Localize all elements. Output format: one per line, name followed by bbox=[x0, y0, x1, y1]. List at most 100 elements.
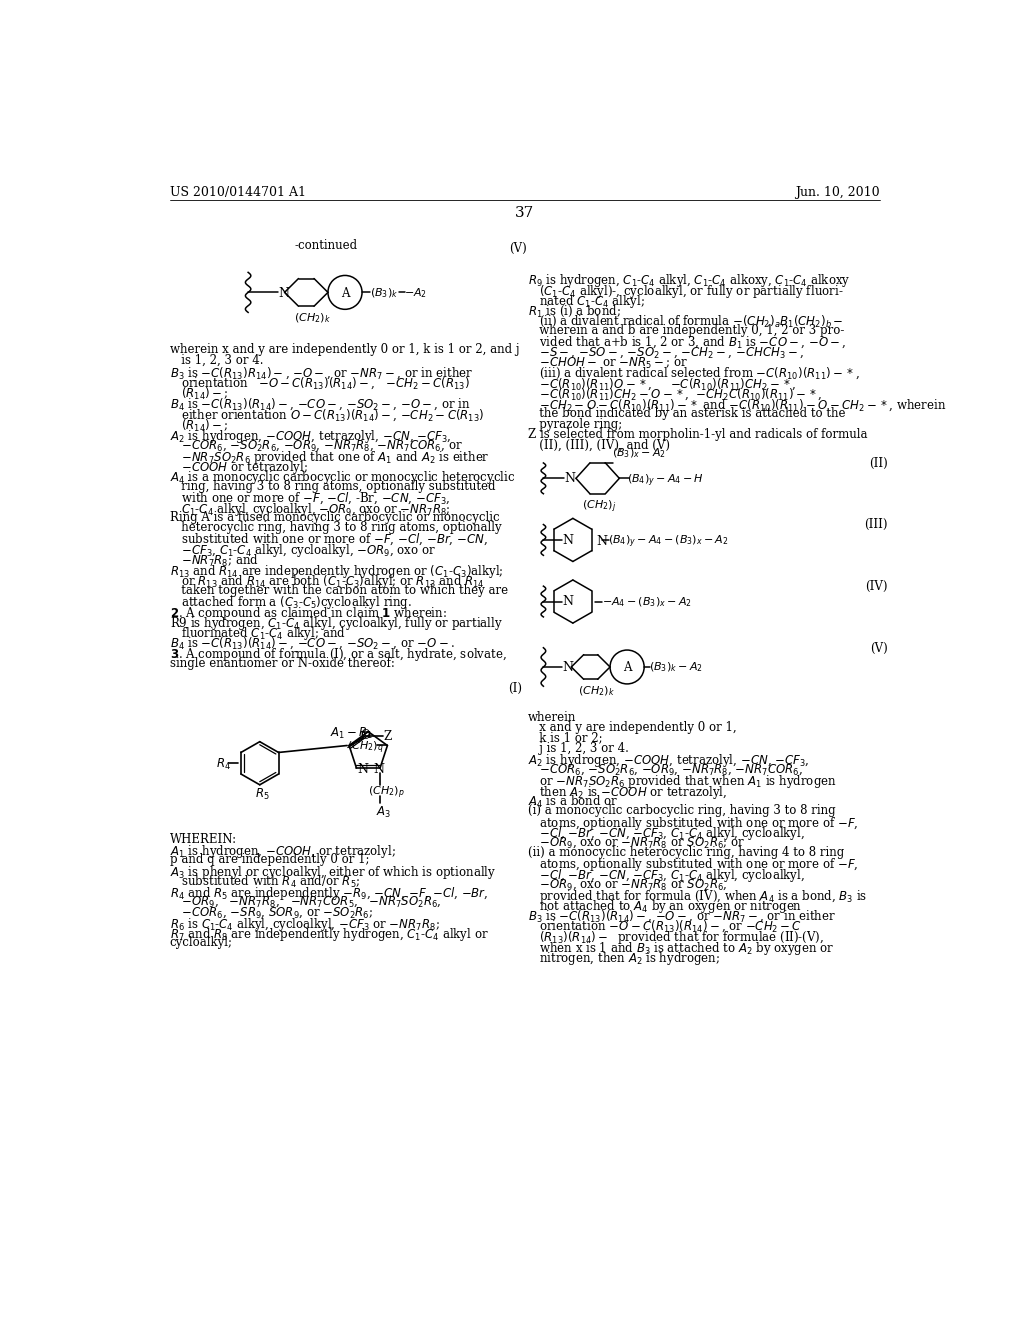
Text: WHEREIN:: WHEREIN: bbox=[170, 833, 237, 846]
Text: $-Cl$, $-Br$, $-CN$, $-CF_3$, $C_1$-$C_4$ alkyl, cycloalkyl,: $-Cl$, $-Br$, $-CN$, $-CF_3$, $C_1$-$C_4… bbox=[528, 825, 805, 842]
Text: fluorinated $C_1$-$C_4$ alkyl; and: fluorinated $C_1$-$C_4$ alkyl; and bbox=[170, 626, 346, 643]
Text: Z is selected from morpholin-1-yl and radicals of formula: Z is selected from morpholin-1-yl and ra… bbox=[528, 428, 867, 441]
Text: wherein x and y are independently 0 or 1, k is 1 or 2, and j: wherein x and y are independently 0 or 1… bbox=[170, 343, 519, 356]
Text: (ii) a monocyclic heterocyclic ring, having 4 to 8 ring: (ii) a monocyclic heterocyclic ring, hav… bbox=[528, 846, 844, 859]
Text: A: A bbox=[624, 661, 632, 673]
Text: either orientation $O-C(R_{13})(R_{14})-$, $-CH_2-C(R_{13})$: either orientation $O-C(R_{13})(R_{14})-… bbox=[170, 407, 484, 422]
Text: heterocyclic ring, having 3 to 8 ring atoms, optionally: heterocyclic ring, having 3 to 8 ring at… bbox=[170, 521, 502, 535]
Text: $-A_4-(B_3)_x-A_2$: $-A_4-(B_3)_x-A_2$ bbox=[601, 595, 691, 609]
Text: $-NR_7SO_2R_6$ provided that one of $A_1$ and $A_2$ is either: $-NR_7SO_2R_6$ provided that one of $A_1… bbox=[170, 449, 489, 466]
Text: cycloalkyl;: cycloalkyl; bbox=[170, 936, 232, 949]
Text: ring, having 3 to 8 ring atoms, optionally substituted: ring, having 3 to 8 ring atoms, optional… bbox=[170, 480, 496, 492]
Text: $-COOH$ or tetrazolyl;: $-COOH$ or tetrazolyl; bbox=[170, 459, 308, 477]
Text: (V): (V) bbox=[869, 642, 888, 655]
Text: $(CH_2)_k$: $(CH_2)_k$ bbox=[578, 684, 614, 697]
Text: taken together with the carbon atom to which they are: taken together with the carbon atom to w… bbox=[170, 583, 508, 597]
Text: atoms, optionally substituted with one or more of $-F$,: atoms, optionally substituted with one o… bbox=[528, 857, 858, 874]
Text: (i) a monocyclic carbocyclic ring, having 3 to 8 ring: (i) a monocyclic carbocyclic ring, havin… bbox=[528, 804, 836, 817]
Text: (II), (III), (IV), and (V): (II), (III), (IV), and (V) bbox=[528, 438, 670, 451]
Text: j is 1, 2, 3 or 4.: j is 1, 2, 3 or 4. bbox=[528, 742, 629, 755]
Text: k is 1 or 2;: k is 1 or 2; bbox=[528, 731, 602, 744]
Text: (iii) a divalent radical selected from $-C(R_{10})(R_{11})-*$,: (iii) a divalent radical selected from $… bbox=[528, 366, 859, 381]
Text: then $A_2$ is $-COOH$ or tetrazolyl,: then $A_2$ is $-COOH$ or tetrazolyl, bbox=[528, 784, 727, 801]
Text: $\mathbf{3}$. A compound of formula (I), or a salt, hydrate, solvate,: $\mathbf{3}$. A compound of formula (I),… bbox=[170, 647, 507, 663]
Text: $A_4$ is a monocyclic carbocyclic or monocyclic heterocyclic: $A_4$ is a monocyclic carbocyclic or mon… bbox=[170, 470, 515, 487]
Text: $(R_{14})-$;: $(R_{14})-$; bbox=[170, 417, 228, 433]
Text: substituted with one or more of $-F$, $-Cl$, $-Br$, $-CN$,: substituted with one or more of $-F$, $-… bbox=[170, 532, 487, 548]
Text: not attached to $A_4$ by an oxygen or nitrogen: not attached to $A_4$ by an oxygen or ni… bbox=[528, 898, 802, 915]
Text: is 1, 2, 3 or 4.: is 1, 2, 3 or 4. bbox=[170, 354, 263, 367]
Text: $R_6$ is $C_1$-$C_4$ alkyl, cycloalkyl, $-CF_3$ or $-NR_7R_8$;: $R_6$ is $C_1$-$C_4$ alkyl, cycloalkyl, … bbox=[170, 916, 439, 933]
Text: 37: 37 bbox=[515, 206, 535, 220]
Text: vided that a+b is 1, 2 or 3, and $B_1$ is $-CO-$, $-O-$,: vided that a+b is 1, 2 or 3, and $B_1$ i… bbox=[528, 335, 846, 350]
Text: $-Cl$, $-Br$, $-CN$, $-CF_3$, $C_1$-$C_4$ alkyl, cycloalkyl,: $-Cl$, $-Br$, $-CN$, $-CF_3$, $C_1$-$C_4… bbox=[528, 867, 805, 884]
Text: $-CH_2-O-C(R_{10})(R_{11})-*$ and $-C(R_{10})(R_{11})-O-CH_2-*$, wherein: $-CH_2-O-C(R_{10})(R_{11})-*$ and $-C(R_… bbox=[528, 397, 946, 413]
Text: $A_2$ is hydrogen, $-COOH$, tetrazolyl, $-CN$, $-CF_3$,: $A_2$ is hydrogen, $-COOH$, tetrazolyl, … bbox=[528, 752, 809, 770]
Text: Ring A is a fused monocyclic carbocyclic or monocyclic: Ring A is a fused monocyclic carbocyclic… bbox=[170, 511, 500, 524]
Text: US 2010/0144701 A1: US 2010/0144701 A1 bbox=[170, 186, 306, 199]
Text: $B_4$ is $-C(R_{13})(R_{14})-$, $-CO-$, $-SO_2-$, $-O-$, or in: $B_4$ is $-C(R_{13})(R_{14})-$, $-CO-$, … bbox=[170, 397, 471, 412]
Text: wherein a and b are independently 0, 1, 2 or 3 pro-: wherein a and b are independently 0, 1, … bbox=[528, 325, 844, 338]
Text: (I): (I) bbox=[508, 682, 522, 696]
Text: $-C(R_{10})(R_{11})O-*$,     $-C(R_{10})(R_{11})CH_2-*$,: $-C(R_{10})(R_{11})O-*$, $-C(R_{10})(R_{… bbox=[528, 376, 797, 392]
Text: $(B_3)_x-A_2$: $(B_3)_x-A_2$ bbox=[611, 446, 666, 459]
Text: $R_{13}$ and $R_{14}$ are independently hydrogen or $(C_1$-$C_3)$alkyl;: $R_{13}$ and $R_{14}$ are independently … bbox=[170, 564, 504, 579]
Text: $A_3$: $A_3$ bbox=[376, 805, 391, 820]
Text: $A_1-R_1$: $A_1-R_1$ bbox=[330, 726, 373, 741]
Text: $(R_{13})(R_{14})-$  provided that for formulae (II)-(V),: $(R_{13})(R_{14})-$ provided that for fo… bbox=[528, 929, 824, 946]
Text: Z: Z bbox=[383, 730, 391, 743]
Text: $A_3$ is phenyl or cycloalkyl, either of which is optionally: $A_3$ is phenyl or cycloalkyl, either of… bbox=[170, 863, 496, 880]
Text: provided that for formula (IV), when $A_4$ is a bond, $B_3$ is: provided that for formula (IV), when $A_… bbox=[528, 887, 867, 904]
Text: (IV): (IV) bbox=[865, 579, 888, 593]
Text: $R_7$ and $R_8$ are independently hydrogen, $C_1$-$C_4$ alkyl or: $R_7$ and $R_8$ are independently hydrog… bbox=[170, 927, 488, 942]
Text: $-C(R_{10})(R_{11})CH_2-O-*$,  $-CH_2C(R_{10})(R_{11})-*$,: $-C(R_{10})(R_{11})CH_2-O-*$, $-CH_2C(R_… bbox=[528, 387, 822, 403]
Text: $-S-$, $-SO-$, $-SO_2-$, $-CH_2-$, $-CHCH_3-$,: $-S-$, $-SO-$, $-SO_2-$, $-CH_2-$, $-CHC… bbox=[528, 345, 804, 359]
Text: attached form a $(C_3$-$C_5)$cycloalkyl ring.: attached form a $(C_3$-$C_5)$cycloalkyl … bbox=[170, 594, 412, 611]
Text: R9 is hydrogen, $C_1$-$C_4$ alkyl, cycloalkyl, fully or partially: R9 is hydrogen, $C_1$-$C_4$ alkyl, cyclo… bbox=[170, 615, 503, 632]
Text: $-NR_7R_8$; and: $-NR_7R_8$; and bbox=[170, 553, 259, 569]
Text: A: A bbox=[341, 286, 349, 300]
Text: N: N bbox=[564, 473, 575, 486]
Text: $(CH_2)_q$: $(CH_2)_q$ bbox=[347, 739, 384, 756]
Text: $(CH_2)_p$: $(CH_2)_p$ bbox=[368, 785, 404, 801]
Text: N: N bbox=[562, 595, 573, 609]
Text: $B_3$ is $-C(R_{13})R_{14})-$, $-O-$, or $-NR_7-$, or in either: $B_3$ is $-C(R_{13})R_{14})-$, $-O-$, or… bbox=[170, 366, 473, 381]
Text: single enantiomer or N-oxide thereof:: single enantiomer or N-oxide thereof: bbox=[170, 656, 394, 669]
Text: $B_4$ is $-C(R_{13})(R_{14})-$, $-CO-$, $-SO_2-$, or $-O-$.: $B_4$ is $-C(R_{13})(R_{14})-$, $-CO-$, … bbox=[170, 636, 455, 651]
Text: or $-NR_7SO_2R_6$ provided that when $A_1$ is hydrogen: or $-NR_7SO_2R_6$ provided that when $A_… bbox=[528, 774, 837, 791]
Text: when x is 1 and $B_3$ is attached to $A_2$ by oxygen or: when x is 1 and $B_3$ is attached to $A_… bbox=[528, 940, 835, 957]
Text: $-COR_6$, $-SR_9$, $SOR_9$, or $-SO_2R_6$;: $-COR_6$, $-SR_9$, $SOR_9$, or $-SO_2R_6… bbox=[170, 906, 373, 920]
Text: $(R_{14})-$;: $(R_{14})-$; bbox=[170, 387, 228, 403]
Text: nitrogen, then $A_2$ is hydrogen;: nitrogen, then $A_2$ is hydrogen; bbox=[528, 950, 720, 968]
Text: $R_9$ is hydrogen, $C_1$-$C_4$ alkyl, $C_1$-$C_4$ alkoxy, $C_1$-$C_4$ alkoxy: $R_9$ is hydrogen, $C_1$-$C_4$ alkyl, $C… bbox=[528, 272, 850, 289]
Text: $R_1$ is (i) a bond;: $R_1$ is (i) a bond; bbox=[528, 304, 621, 318]
Text: (III): (III) bbox=[864, 519, 888, 532]
Text: (ii) a divalent radical of formula $-(CH_2)_aB_1(CH_2)_b-$: (ii) a divalent radical of formula $-(CH… bbox=[528, 314, 844, 329]
Text: atoms, optionally substituted with one or more of $-F$,: atoms, optionally substituted with one o… bbox=[528, 814, 858, 832]
Text: $A_1$ is hydrogen, $-COOH$, or tetrazolyl;: $A_1$ is hydrogen, $-COOH$, or tetrazoly… bbox=[170, 843, 395, 859]
Text: $(B_3)_k-A_2$: $(B_3)_k-A_2$ bbox=[649, 660, 702, 673]
Text: $-COR_6$, $-SO_2R_6$, $-OR_9$, $-NR_7R_8$, $-NR_7COR_6$,: $-COR_6$, $-SO_2R_6$, $-OR_9$, $-NR_7R_8… bbox=[528, 763, 803, 777]
Text: $R_4$: $R_4$ bbox=[216, 758, 231, 772]
Text: $-OR_9$, oxo or $-NR_7R_8$ or $SO_2R_6$,: $-OR_9$, oxo or $-NR_7R_8$ or $SO_2R_6$, bbox=[528, 878, 727, 892]
Text: N: N bbox=[562, 533, 573, 546]
Text: $A_4$ is a bond or: $A_4$ is a bond or bbox=[528, 795, 618, 810]
Text: $C_1$-$C_4$ alkyl, cycloalkyl, $-OR_9$, oxo or $-NR_7R_8$;: $C_1$-$C_4$ alkyl, cycloalkyl, $-OR_9$, … bbox=[170, 500, 451, 517]
Text: $-OR_9$, oxo or $-NR_7R_8$ or $SO_2R_6$; or: $-OR_9$, oxo or $-NR_7R_8$ or $SO_2R_6$;… bbox=[528, 836, 745, 850]
Text: N: N bbox=[279, 286, 290, 300]
Text: or $R_{13}$ and $R_{14}$ are both $(C_1$-$C_3)$alkyl; or $R_{13}$ and $R_{14}$: or $R_{13}$ and $R_{14}$ are both $(C_1$… bbox=[170, 573, 484, 590]
Text: (II): (II) bbox=[868, 457, 888, 470]
Text: nated $C_1$-$C_4$ alkyl;: nated $C_1$-$C_4$ alkyl; bbox=[528, 293, 645, 310]
Text: wherein: wherein bbox=[528, 711, 577, 723]
Text: $-OR_9$,   $-NR_7R_8$,   $-NR_7COR_5$,   $-NR_7SO_2R_6$,: $-OR_9$, $-NR_7R_8$, $-NR_7COR_5$, $-NR_… bbox=[170, 895, 441, 909]
Text: $(B_4)_y-A_4-(B_3)_x-A_2$: $(B_4)_y-A_4-(B_3)_x-A_2$ bbox=[608, 533, 729, 550]
Text: N: N bbox=[373, 763, 384, 776]
Text: pyrazole ring;: pyrazole ring; bbox=[528, 418, 623, 430]
Text: $-COR_6$, $-SO_2R_6$, $-OR_9$, $-NR_7R_8$, $-NR_7COR_6$, or: $-COR_6$, $-SO_2R_6$, $-OR_9$, $-NR_7R_8… bbox=[170, 438, 463, 453]
Text: Jun. 10, 2010: Jun. 10, 2010 bbox=[795, 186, 880, 199]
Text: (V): (V) bbox=[509, 242, 527, 255]
Text: p and q are independently 0 or 1;: p and q are independently 0 or 1; bbox=[170, 853, 370, 866]
Text: x and y are independently 0 or 1,: x and y are independently 0 or 1, bbox=[528, 721, 736, 734]
Text: the bond indicated by an asterisk is attached to the: the bond indicated by an asterisk is att… bbox=[528, 408, 846, 421]
Text: substituted with $R_4$ and/or $R_5$;: substituted with $R_4$ and/or $R_5$; bbox=[170, 874, 360, 890]
